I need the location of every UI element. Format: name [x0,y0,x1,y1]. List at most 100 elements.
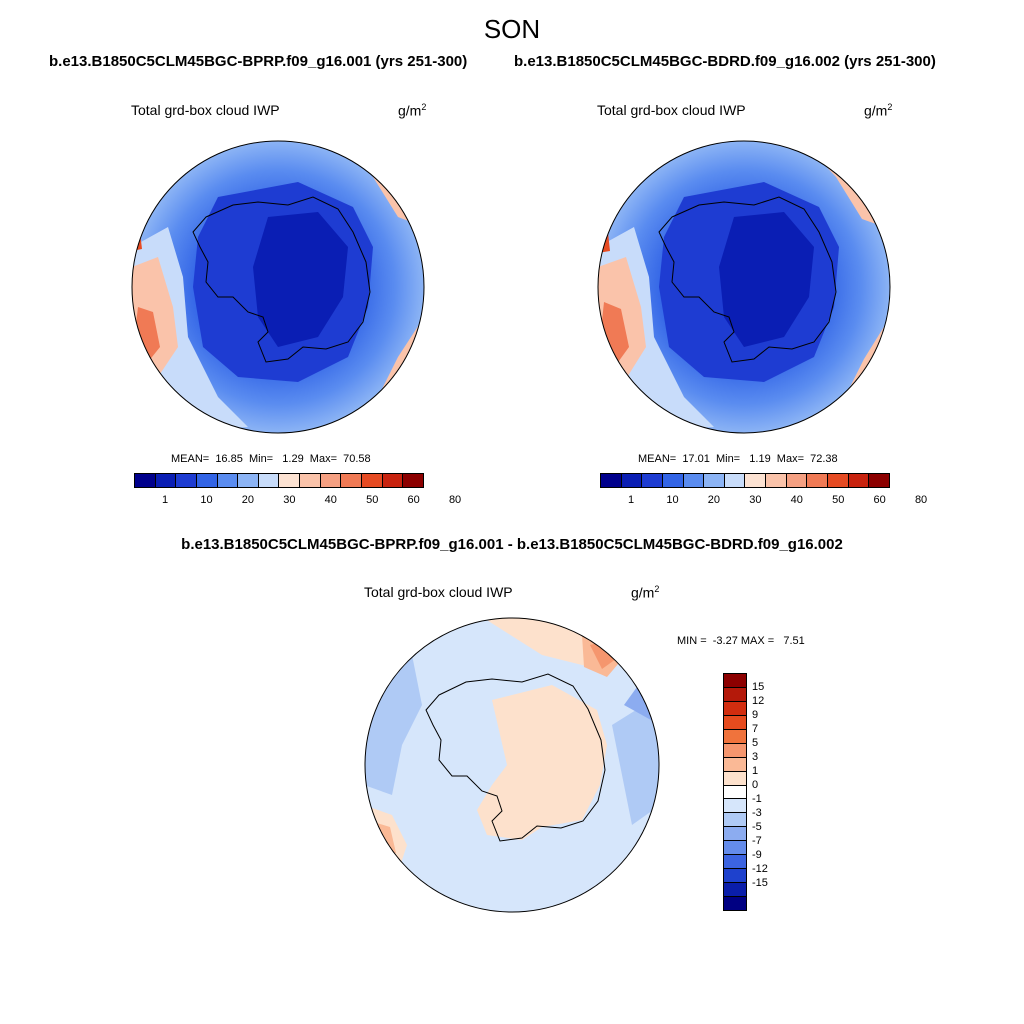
panel1-colorbar-box [135,474,156,487]
panel1-colorbar-tick-label: 50 [366,494,379,506]
panel1-field-antarctic-lowest [253,212,348,347]
panel2-colorbar-box [662,474,684,487]
season-title: SON [483,14,541,44]
panel2-colorbar-box [724,474,746,487]
panel2-colorbar-box [848,474,870,487]
panel1-units: g/m2 [398,102,427,119]
panel3-field-pos-antarctica [477,685,607,840]
panel2-colorbar-box [621,474,643,487]
panel2-colorbar-tick-label: 20 [707,494,721,506]
panel1-colorbar-box [155,474,177,487]
panel3-colorbar-tick-label: -15 [752,877,768,889]
panel1-colorbar-tick-label: 40 [324,494,337,506]
panel2-colorbar-box [601,474,622,487]
panel1-colorbar-tick-label: 60 [407,494,420,506]
panel2-variable-label: Total grd-box cloud IWP [597,102,746,118]
panel3-map [364,617,660,913]
panel3-colorbar-tick-label: -3 [752,807,762,819]
case2-title: b.e13.B1850C5CLM45BGC-BDRD.f09_g16.002 (… [514,53,936,70]
panel3-colorbar-tick-label: -12 [752,863,768,875]
panel3-colorbar-tick-label: 1 [752,765,759,777]
panel1-colorbar-tick-label: 80 [448,494,462,506]
panel3-colorbar-ticks: 15 12 9 7 5 3 1 0 -1 -3 -5 -7 -9 -12 -15 [752,673,792,911]
panel3-colorbar-box [724,674,746,688]
panel3-colorbar-box [724,883,746,897]
panel2-colorbar-tick-label: 10 [666,494,679,506]
panel2-colorbar-box [642,474,663,487]
panel3-stats: MIN = -3.27 MAX = 7.51 [677,635,805,647]
panel2-colorbar-box [745,474,767,487]
panel3-colorbar-box [724,785,746,800]
panel2-colorbar-tick-label: 80 [914,494,928,506]
panel3-colorbar-tick-label: -5 [752,821,762,833]
panel1-field-warm-ne-core [373,141,424,187]
panel1-map [131,140,425,434]
panel1-colorbar [134,473,424,488]
panel1-stats: MEAN= 16.85 Min= 1.29 Max= 70.58 [171,453,371,465]
panel1-colorbar-box [279,474,301,487]
panel3-colorbar-box [724,701,746,716]
panel1-colorbar-box [382,474,404,487]
panel1-colorbar-tick-label: 20 [241,494,255,506]
panel2-colorbar-tick-label: 60 [873,494,886,506]
panel2-colorbar-tick-label: 50 [832,494,845,506]
panel3-colorbar-tick-label: -9 [752,849,762,861]
panel3-colorbar-tick-label: -7 [752,835,762,847]
panel1-colorbar-tick-label: 10 [200,494,213,506]
panel3-colorbar-box [724,729,746,744]
panel3-colorbar-box [724,855,746,870]
panel2-colorbar-box [807,474,829,487]
panel1-colorbar-box [362,474,383,487]
panel3-colorbar-tick-label: 7 [752,723,759,735]
panel2-stats: MEAN= 17.01 Min= 1.19 Max= 72.38 [638,453,838,465]
panel2-colorbar-box [869,474,889,487]
panel3-colorbar-box [724,827,746,842]
difference-title: b.e13.B1850C5CLM45BGC-BPRP.f09_g16.001 -… [181,536,843,553]
panel1-colorbar-box [196,474,218,487]
panel1-variable-label: Total grd-box cloud IWP [131,102,280,118]
panel1-colorbar-box [341,474,363,487]
panel3-colorbar-box [724,715,746,730]
panel2-units: g/m2 [864,102,893,119]
panel3-colorbar-box [724,813,746,828]
panel3-colorbar-tick-label: 9 [752,709,759,721]
panel3-colorbar-tick-label: 0 [752,779,759,791]
panel3-colorbar [723,673,747,911]
panel2-colorbar-box [786,474,808,487]
panel2-colorbar-box [828,474,849,487]
panel3-colorbar-box [724,771,746,786]
panel3-colorbar-tick-label: 3 [752,751,759,763]
panel2-field-antarctic-lowest [719,212,814,347]
panel2-field-warm-nw [598,227,610,253]
panel3-colorbar-box [724,869,746,884]
panel1-colorbar-tick-label: 30 [283,494,296,506]
panel2-colorbar-box [766,474,787,487]
panel1-colorbar-ticks: 1 10 20 30 40 50 60 80 [134,494,461,508]
panel3-map-border [364,617,660,913]
panel3-colorbar-tick-label: 15 [752,681,765,693]
panel1-colorbar-tick-label: 1 [162,494,169,506]
panel1-map-border [131,140,425,434]
panel2-colorbar [600,473,890,488]
panel3-colorbar-box [724,757,746,772]
panel1-colorbar-box [258,474,280,487]
panel2-colorbar-ticks: 1 10 20 30 40 50 60 80 [600,494,927,508]
panel1-colorbar-box [217,474,239,487]
panel3-units: g/m2 [631,584,660,601]
panel2-colorbar-box [704,474,725,487]
panel1-colorbar-box [238,474,259,487]
panel2-colorbar-box [683,474,705,487]
panel3-antarctica-coastline [425,673,606,842]
panel3-colorbar-box [724,743,746,758]
panel2-map-border [597,140,891,434]
panel1-antarctica-coastline [192,196,371,363]
panel3-colorbar-tick-label: -1 [752,793,762,805]
panel1-colorbar-box [403,474,423,487]
panel2-antarctica-coastline [658,196,837,363]
panel2-colorbar-tick-label: 30 [749,494,762,506]
case1-title: b.e13.B1850C5CLM45BGC-BPRP.f09_g16.001 (… [49,53,468,70]
panel1-colorbar-box [320,474,342,487]
panel3-colorbar-tick-label: 5 [752,737,759,749]
panel1-colorbar-box [300,474,321,487]
panel3-colorbar-box [724,897,746,910]
